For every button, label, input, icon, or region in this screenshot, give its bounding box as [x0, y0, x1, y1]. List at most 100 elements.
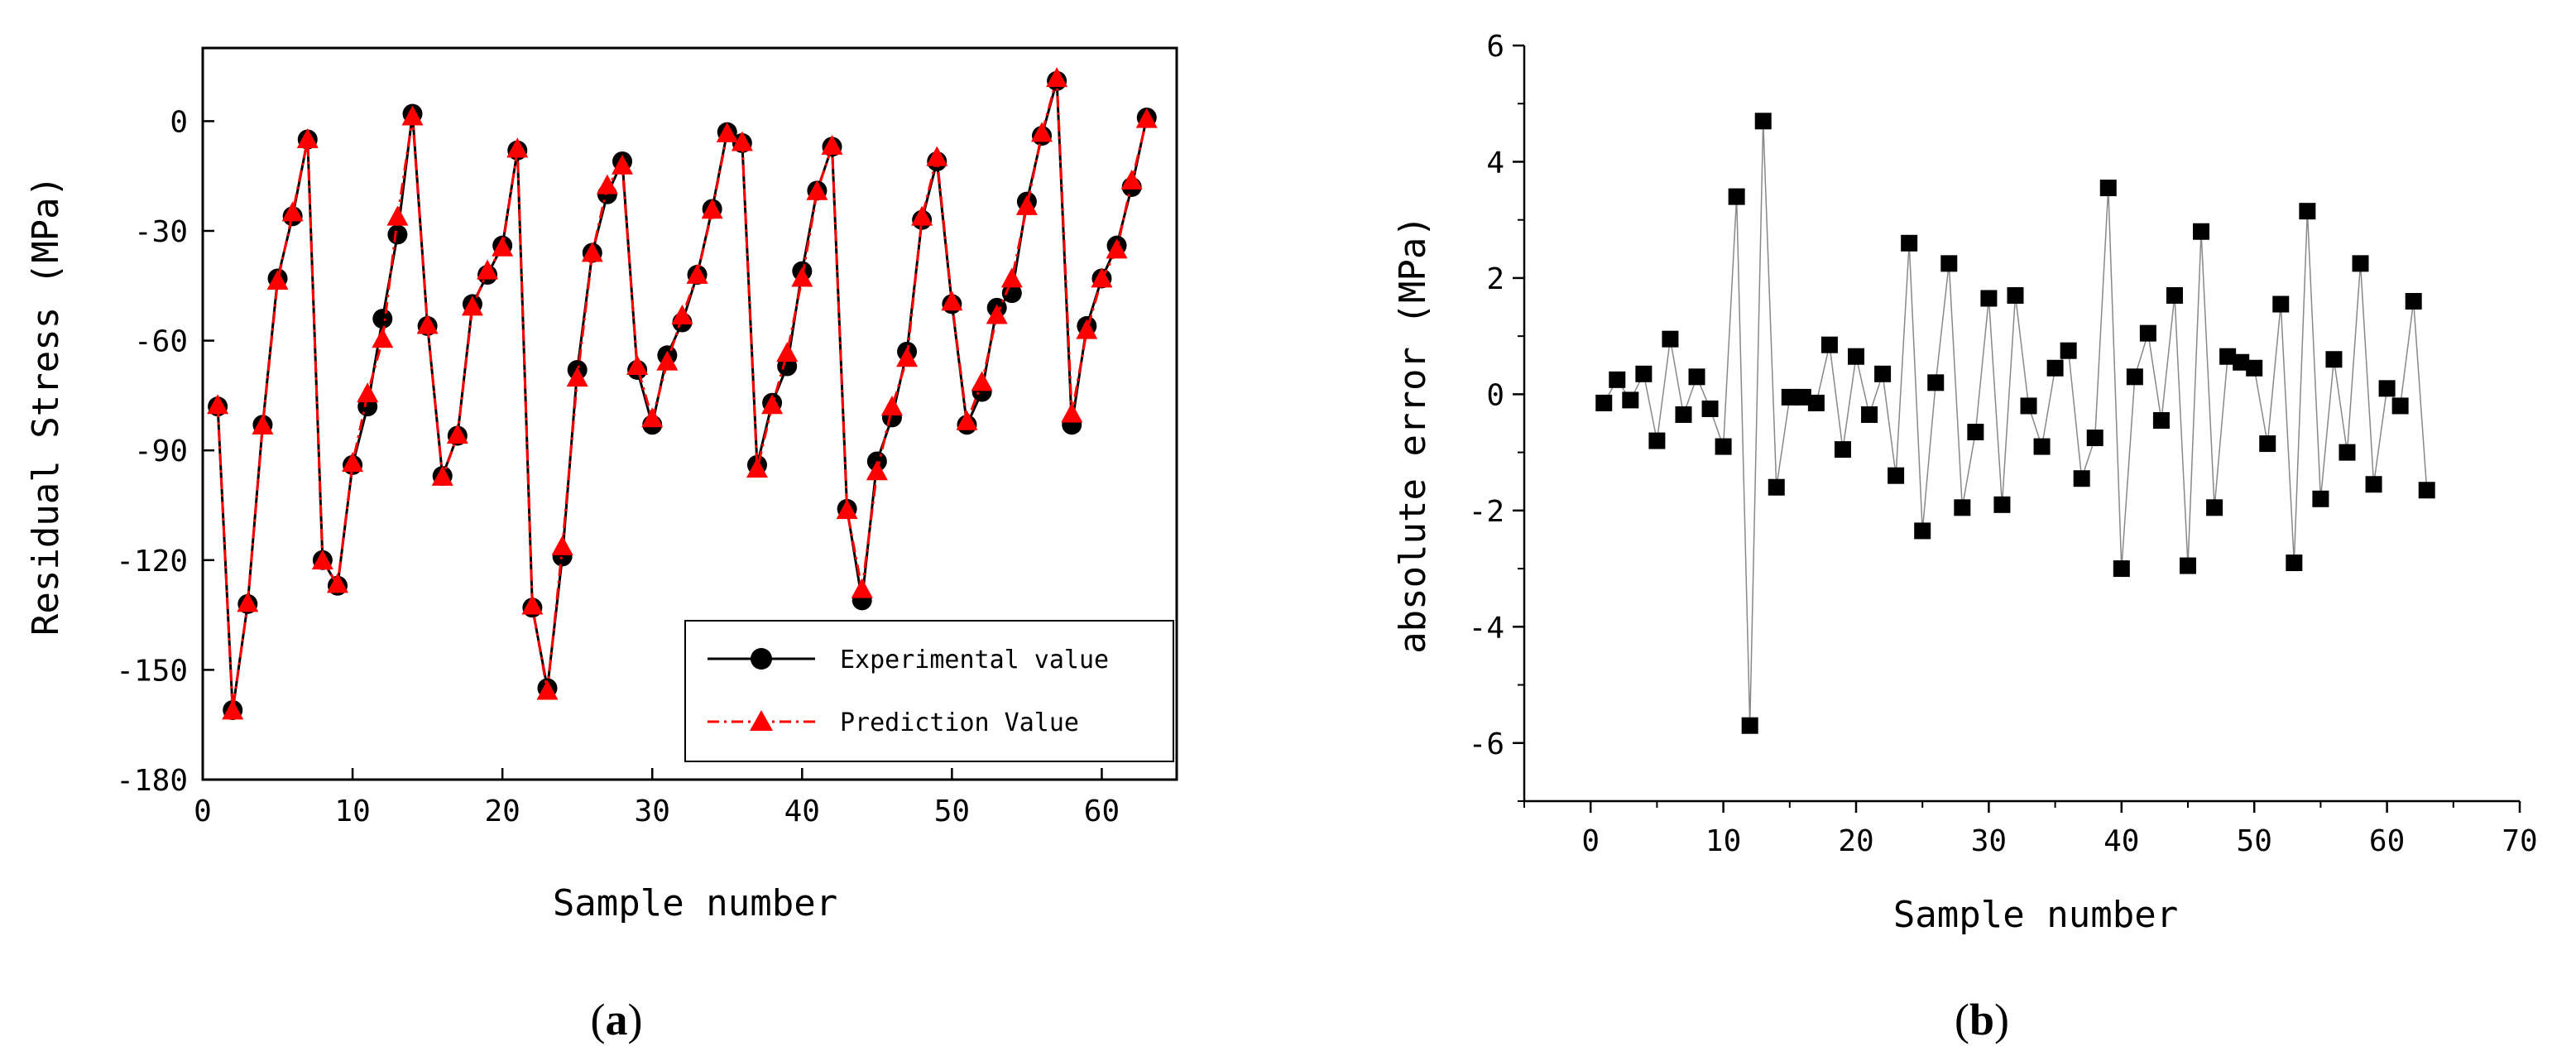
error-point: [1701, 400, 1719, 417]
chart-b-x-tick-label: 20: [1838, 824, 1873, 858]
prediction-point: [207, 394, 229, 415]
chart-b-y-tick-label: 2: [1486, 262, 1504, 296]
error-point: [1728, 188, 1745, 205]
prediction-point: [746, 458, 768, 478]
error-point: [2352, 255, 2369, 272]
chart-b-x-tick-label: 40: [2103, 824, 2139, 858]
error-point: [2286, 555, 2303, 572]
prediction-point: [971, 371, 993, 391]
chart-a-y-tick-label: 0: [170, 105, 188, 139]
prediction-point: [506, 137, 529, 158]
error-point: [1648, 432, 1666, 449]
error-point: [2180, 557, 2196, 574]
error-point: [2033, 438, 2051, 455]
chart-a-y-tick-label: -120: [116, 545, 188, 579]
prediction-point: [1135, 108, 1158, 128]
prediction-point: [626, 354, 649, 375]
error-point: [2073, 470, 2090, 487]
prediction-point: [956, 410, 978, 430]
prediction-point: [880, 396, 903, 416]
prediction-point: [1046, 67, 1068, 88]
prediction-point: [1106, 238, 1128, 259]
error-point: [1781, 388, 1798, 406]
prediction-point: [1076, 319, 1098, 339]
prediction-point: [477, 259, 499, 280]
prediction-point: [941, 290, 963, 311]
error-point: [1595, 394, 1613, 411]
prediction-point: [731, 131, 753, 151]
error-point: [1874, 365, 1892, 382]
prediction-point: [671, 304, 693, 324]
prediction-point: [326, 573, 348, 593]
chart-a-x-tick-label: 50: [934, 795, 970, 828]
chart-a-x-tick-label: 60: [1084, 795, 1120, 828]
chart-b-x-tick-label: 70: [2502, 824, 2537, 858]
prediction-point: [342, 452, 364, 473]
prediction-point: [386, 205, 409, 226]
error-point: [1675, 406, 1692, 423]
error-point: [1635, 365, 1653, 382]
prediction-point: [311, 550, 333, 570]
legend-prediction-marker: [750, 710, 773, 731]
error-point: [2126, 368, 2143, 386]
prediction-point: [551, 535, 573, 555]
error-point: [1807, 394, 1825, 411]
prediction-series-line: [216, 78, 1149, 712]
chart-b-plot-area: [1595, 113, 2435, 734]
error-point: [2113, 560, 2130, 578]
prediction-point: [926, 146, 948, 166]
error-point: [1794, 388, 1811, 406]
error-point: [1888, 467, 1905, 484]
error-point: [2139, 324, 2156, 342]
error-point: [2418, 482, 2435, 499]
prediction-point: [806, 180, 828, 200]
chart-a-y-tick-label: -150: [116, 654, 188, 688]
error-point: [2020, 397, 2037, 415]
prediction-point: [821, 134, 843, 155]
error-point: [1820, 336, 1838, 353]
error-point: [1901, 234, 1918, 252]
prediction-point: [372, 328, 394, 348]
prediction-point: [761, 394, 784, 415]
panel-label-a-letter: a: [606, 995, 628, 1044]
prediction-point: [1120, 169, 1143, 190]
error-point: [1954, 499, 1971, 516]
chart-a-x-tick-label: 30: [635, 795, 670, 828]
prediction-point: [641, 407, 664, 428]
error-point: [2086, 430, 2103, 447]
chart-a-y-label: Residual Stress (MPa): [25, 175, 67, 636]
panel-label-b-letter: b: [1969, 995, 1994, 1044]
prediction-point: [296, 127, 319, 148]
prediction-point: [521, 594, 544, 615]
prediction-point: [237, 592, 259, 612]
prediction-point: [357, 382, 379, 403]
prediction-point: [716, 122, 738, 142]
legend-experimental-marker: [751, 648, 772, 670]
error-point: [1834, 441, 1851, 458]
chart-a-x-tick-label: 0: [194, 795, 212, 828]
error-point: [2206, 499, 2223, 516]
prediction-point: [896, 347, 919, 367]
error-point: [1940, 255, 1958, 272]
error-point: [1715, 438, 1732, 455]
chart-a: 0 10 20 30 40 50 60 0 -30 -60 -90 -120 -150 -180 Samp…: [25, 46, 1178, 1044]
prediction-point: [1061, 402, 1083, 423]
error-point: [2339, 444, 2356, 461]
prediction-point: [851, 578, 873, 598]
prediction-point: [656, 350, 679, 371]
chart-b-y-tick-label: 6: [1486, 30, 1504, 64]
prediction-point: [222, 699, 244, 720]
error-point: [1848, 348, 1864, 365]
chart-b-axes: [1523, 46, 2520, 803]
chart-a-frame: [201, 46, 1178, 781]
prediction-point: [461, 295, 483, 316]
error-point: [2060, 342, 2077, 359]
error-point: [2193, 223, 2210, 240]
chart-a-plot-area: [207, 67, 1158, 721]
prediction-point: [776, 342, 799, 362]
legend-experimental-label: Experimental value: [840, 646, 1109, 675]
prediction-point: [446, 424, 468, 444]
